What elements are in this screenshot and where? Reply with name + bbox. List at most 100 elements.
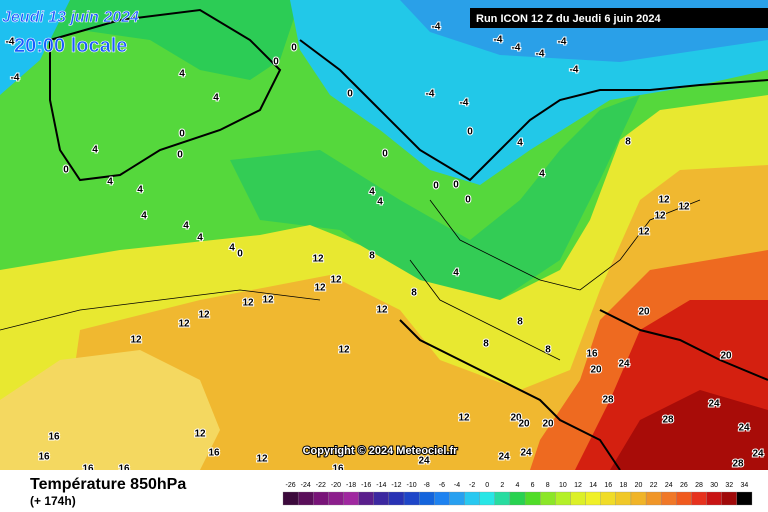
region (0, 0, 300, 80)
scale-cell (540, 491, 556, 506)
isotherm-label: 0 (177, 150, 183, 161)
isotherm-label: 12 (654, 211, 666, 222)
scale-label: 26 (680, 482, 688, 489)
scale-label: -26 (286, 482, 296, 489)
isotherm-label: 4 (539, 169, 545, 180)
isotherm-label: 4 (517, 138, 523, 149)
isotherm-label: 24 (752, 449, 764, 460)
scale-label: -10 (407, 482, 417, 489)
scale-cell (600, 491, 616, 506)
scale-cell (313, 491, 329, 506)
isotherm-label: 12 (198, 310, 210, 321)
isotherm-label: 12 (338, 345, 350, 356)
isotherm-label: 0 (237, 249, 243, 260)
scale-cell (373, 491, 390, 506)
scale-cell (403, 491, 420, 506)
isotherm-label: 0 (179, 129, 185, 140)
copyright: Copyright © 2024 Meteociel.fr (303, 445, 459, 457)
isotherm-label: 4 (453, 268, 459, 279)
scale-cell (630, 491, 647, 506)
isotherm-label: 12 (242, 298, 254, 309)
scale-label: 6 (531, 482, 535, 489)
isotherm-label: 4 (92, 145, 98, 156)
variable-title: Température 850hPa (30, 476, 186, 493)
coastline (49, 8, 768, 471)
forecast-time: 20:00 locale (14, 35, 127, 57)
scale-label: 28 (695, 482, 703, 489)
isotherm-label: 12 (130, 335, 142, 346)
lead-time: (+ 174h) (30, 494, 76, 508)
scale-label: 24 (665, 482, 673, 489)
isotherm-label: 0 (465, 195, 471, 206)
isotherm-label: -4 (11, 73, 20, 84)
isotherm-label: 16 (38, 452, 50, 463)
scale-label: -18 (346, 482, 356, 489)
isotherm-label: 4 (179, 69, 185, 80)
scale-label: 32 (725, 482, 733, 489)
scale-label: 34 (741, 482, 749, 489)
scale-cell (721, 491, 738, 506)
scale-label: 22 (650, 482, 658, 489)
isotherm-label: 0 (453, 180, 459, 191)
isotherm-label: 12 (376, 305, 388, 316)
scale-label: 12 (574, 482, 582, 489)
isotherm-label: 24 (418, 456, 430, 467)
isotherm-label: 20 (542, 419, 554, 430)
scale-label: -6 (439, 482, 445, 489)
isotherm-label: 0 (63, 165, 69, 176)
scale-cell (358, 491, 374, 506)
scale-label: -24 (301, 482, 311, 489)
isotherm-label: 12 (256, 454, 268, 465)
isotherm-label: 12 (178, 319, 190, 330)
scale-cell (524, 491, 541, 506)
isotherm-label: -4 (432, 22, 441, 33)
region (230, 95, 640, 300)
isotherm-label: 20 (510, 413, 522, 424)
isotherm-label: 4 (229, 243, 235, 254)
isotherm-label: 20 (720, 351, 732, 362)
scale-label: 18 (620, 482, 628, 489)
scale-label: 4 (516, 482, 520, 489)
scale-cell (494, 491, 511, 506)
scale-label: 16 (604, 482, 612, 489)
isotherm-label: 28 (662, 415, 674, 426)
region (610, 390, 768, 470)
scale-label: -12 (391, 482, 401, 489)
scale-cell (509, 491, 526, 506)
region (0, 350, 220, 470)
scale-cell (343, 491, 359, 506)
isotherm-label: -4 (460, 98, 469, 109)
scale-cell (388, 491, 405, 506)
isotherm-label: 20 (590, 365, 602, 376)
isotherm-label: -4 (512, 43, 521, 54)
scale-label: 8 (546, 482, 550, 489)
scale-cell (555, 491, 571, 506)
scale-label: 14 (589, 482, 597, 489)
isotherm-label: 0 (291, 43, 297, 54)
isotherm-label: 12 (262, 295, 274, 306)
scale-cell (297, 491, 314, 506)
scale-cell (645, 491, 662, 506)
scale-cell (706, 491, 722, 506)
isotherm-label: 20 (638, 307, 650, 318)
scale-cell (615, 491, 632, 506)
isotherm-label: 4 (377, 197, 383, 208)
scale-cell (585, 491, 601, 506)
scale-cell (282, 491, 299, 506)
isotherm-label: 4 (141, 211, 147, 222)
scale-cell (479, 491, 495, 506)
isotherm-label: 0 (467, 127, 473, 138)
scale-label: -8 (424, 482, 430, 489)
isotherm-label: 4 (183, 221, 189, 232)
isotherm-label: 24 (708, 399, 720, 410)
scale-cell (570, 491, 586, 506)
isotherm-label: 16 (586, 349, 598, 360)
isotherm-label: -4 (558, 37, 567, 48)
isotherm-label: 24 (498, 452, 510, 463)
isotherm-label: 4 (213, 93, 219, 104)
scale-label: -16 (361, 482, 371, 489)
scale-cell (328, 491, 344, 506)
isotherm-label: 4 (137, 185, 143, 196)
isotherm-label: 8 (483, 339, 489, 350)
